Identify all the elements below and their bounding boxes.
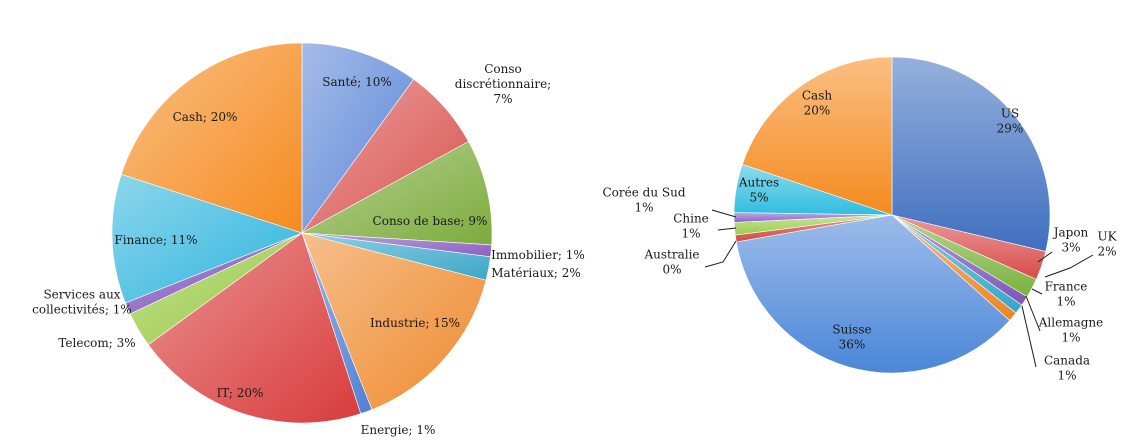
slice-label-conso-de-base: Conso de base; 9% bbox=[373, 214, 488, 228]
slice-label-finance: Finance; 11% bbox=[114, 233, 197, 247]
slice-label-japon: Japon 3% bbox=[1052, 226, 1089, 255]
pie-slice-us bbox=[891, 56, 1051, 252]
leader-line-allemagne bbox=[1025, 295, 1041, 332]
country-pie-chart: US 29% Japon 3% UK 2% France 1% Allemagne 1% Canad… bbox=[602, 56, 1118, 383]
leader-line-france bbox=[1031, 288, 1043, 295]
pie-slice-it bbox=[147, 232, 362, 424]
slice-label-services-aux-collectivites: Services aux collectivités; 1% bbox=[32, 288, 132, 317]
sector-pie-chart: Santé; 10% Conso discrétionnaire; 7% Conso d… bbox=[32, 42, 585, 437]
slice-label-australie: Australie 0% bbox=[643, 248, 699, 277]
slice-label-uk: UK 2% bbox=[1097, 230, 1117, 259]
slice-label-telecom: Telecom; 3% bbox=[58, 336, 135, 350]
slice-label-allemagne: Allemagne 1% bbox=[1038, 316, 1104, 345]
slice-label-chine: Chine 1% bbox=[673, 212, 709, 241]
slice-label-us: US 29% bbox=[997, 107, 1024, 136]
leader-line-japon bbox=[1037, 251, 1053, 263]
pie-slice-industrie bbox=[301, 232, 487, 411]
pie-slice-sante bbox=[301, 42, 415, 234]
slice-label-immobilier: Immobilier; 1% bbox=[491, 248, 585, 262]
pie-slice-cash bbox=[120, 42, 303, 234]
slice-label-it: IT; 20% bbox=[217, 386, 264, 400]
slice-label-autres: Autres 5% bbox=[738, 176, 779, 205]
slice-label-suisse: Suisse 36% bbox=[832, 323, 871, 352]
slice-label-cash: Cash; 20% bbox=[173, 110, 238, 124]
leader-line-uk bbox=[1044, 254, 1094, 278]
slice-label-sante: Santé; 10% bbox=[322, 75, 392, 89]
slice-label-cash: Cash 20% bbox=[802, 89, 832, 118]
leader-line-chine bbox=[717, 227, 737, 231]
slice-label-energie: Energie; 1% bbox=[361, 423, 436, 437]
pie-slice-cash bbox=[741, 56, 893, 216]
leader-line-coree-du-sud bbox=[711, 209, 737, 218]
leader-line-canada bbox=[1021, 305, 1037, 368]
slice-label-france: France 1% bbox=[1045, 280, 1088, 309]
slice-label-industrie: Industrie; 15% bbox=[370, 316, 460, 330]
pie-slice-suisse bbox=[735, 214, 1011, 374]
slice-label-conso-discretionnaire: Conso discrétionnaire; 7% bbox=[455, 62, 551, 106]
pie-slice-conso-de-base bbox=[300, 141, 493, 246]
slice-label-materiaux: Matériaux; 2% bbox=[491, 266, 580, 280]
slice-label-canada: Canada 1% bbox=[1044, 354, 1090, 383]
leader-line-australie bbox=[704, 240, 737, 268]
pie-slice-finance bbox=[111, 173, 303, 304]
slice-label-coree-du-sud: Corée du Sud 1% bbox=[602, 186, 685, 215]
